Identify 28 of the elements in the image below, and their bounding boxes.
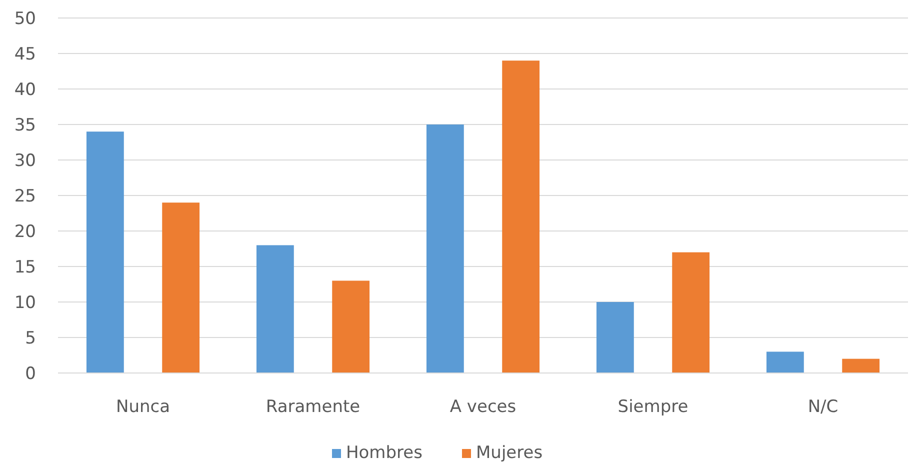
x-tick-label: Siempre	[618, 397, 688, 417]
bar	[672, 252, 710, 373]
bar	[596, 302, 634, 373]
bar	[332, 280, 370, 373]
legend-label: Mujeres	[476, 443, 543, 463]
bar	[162, 202, 200, 373]
x-tick-label: Nunca	[116, 397, 170, 417]
y-tick-label: 15	[14, 257, 36, 278]
bar	[256, 245, 294, 373]
y-tick-label: 45	[14, 44, 36, 64]
y-tick-label: 0	[25, 364, 36, 384]
y-tick-label: 35	[14, 115, 36, 136]
y-tick-label: 10	[14, 292, 36, 313]
x-tick-label: N/C	[808, 397, 838, 417]
bar	[426, 124, 464, 373]
x-tick-label: Raramente	[266, 397, 360, 417]
y-tick-label: 25	[14, 186, 36, 206]
y-tick-label: 50	[14, 8, 36, 29]
y-tick-label: 20	[14, 222, 36, 242]
y-tick-label: 5	[25, 328, 36, 348]
legend-label: Hombres	[346, 443, 423, 463]
y-tick-label: 30	[14, 150, 36, 171]
y-tick-label: 40	[14, 80, 36, 100]
bar	[502, 60, 540, 373]
bar	[766, 352, 804, 373]
bar	[86, 132, 124, 373]
bar	[842, 358, 880, 373]
x-tick-label: A veces	[450, 397, 516, 417]
